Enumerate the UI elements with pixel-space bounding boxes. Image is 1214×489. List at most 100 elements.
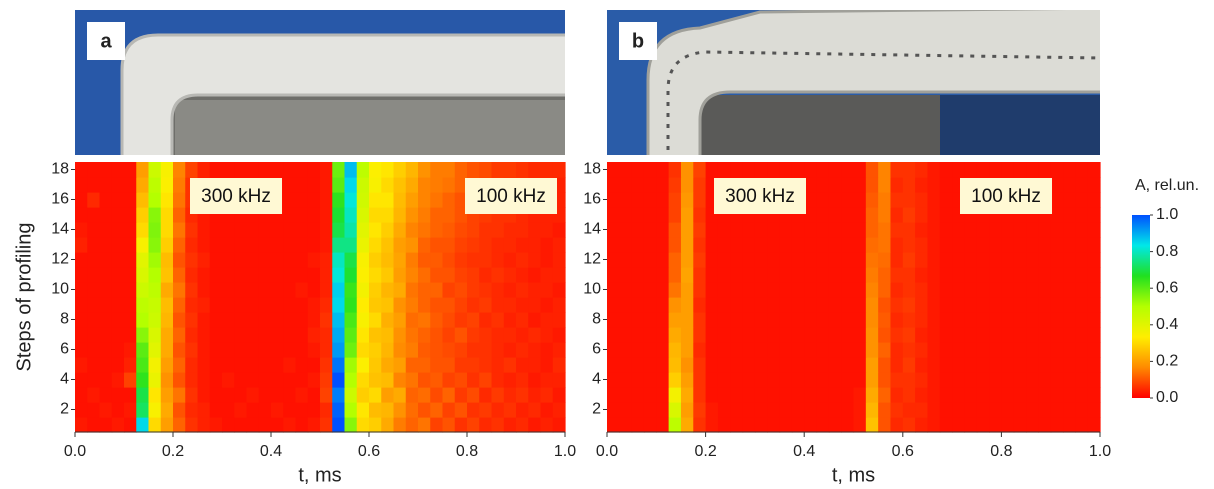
heat-cell bbox=[1013, 267, 1027, 283]
heat-cell bbox=[516, 372, 529, 388]
heat-cell bbox=[307, 177, 321, 193]
heat-cell bbox=[915, 252, 929, 268]
heat-cell bbox=[890, 192, 904, 208]
heat-cell bbox=[717, 267, 731, 283]
heat-cell bbox=[222, 372, 235, 388]
heat-cell bbox=[742, 237, 756, 253]
heat-cell bbox=[779, 282, 793, 298]
heat-cell bbox=[828, 342, 842, 358]
heat-cell bbox=[173, 252, 186, 268]
heat-cell bbox=[890, 357, 904, 373]
heat-cell bbox=[234, 402, 248, 418]
heat-cell bbox=[209, 297, 223, 313]
heat-cell bbox=[295, 222, 309, 238]
heat-cell bbox=[234, 417, 248, 433]
heat-cell bbox=[99, 222, 113, 238]
heat-cell bbox=[878, 402, 892, 418]
heat-cell bbox=[124, 237, 137, 253]
heat-cell bbox=[454, 222, 468, 238]
heat-cell bbox=[332, 237, 346, 253]
heat-cell bbox=[1038, 387, 1052, 403]
heat-cell bbox=[148, 387, 162, 403]
heat-cell bbox=[939, 312, 953, 328]
heat-cell bbox=[631, 207, 645, 223]
heat-cell bbox=[717, 162, 731, 178]
heat-cell bbox=[853, 297, 867, 313]
heat-cell bbox=[964, 222, 978, 238]
colorbar-tick-label: 0.0 bbox=[1156, 389, 1178, 406]
heat-cell bbox=[1063, 327, 1076, 343]
heat-cell bbox=[693, 312, 707, 328]
heat-cell bbox=[430, 357, 444, 373]
heat-cell bbox=[693, 252, 707, 268]
heat-cell bbox=[878, 357, 892, 373]
heat-cell bbox=[528, 282, 542, 298]
heat-cell bbox=[430, 207, 444, 223]
heat-cell bbox=[320, 417, 333, 433]
heat-cell bbox=[853, 207, 867, 223]
heat-cell bbox=[332, 372, 346, 388]
heat-cell bbox=[1075, 417, 1089, 433]
heat-cell bbox=[528, 312, 542, 328]
heat-cell bbox=[804, 312, 818, 328]
heat-cell bbox=[185, 327, 199, 343]
heat-cell bbox=[528, 342, 542, 358]
y-tick-label: 10 bbox=[51, 281, 69, 298]
heat-cell bbox=[989, 252, 1002, 268]
heat-cell bbox=[418, 417, 431, 433]
heat-cell bbox=[540, 267, 554, 283]
heat-cell bbox=[619, 252, 633, 268]
heat-cell bbox=[1087, 402, 1101, 418]
heat-cell bbox=[730, 252, 744, 268]
heat-cell bbox=[668, 417, 682, 433]
heat-cell bbox=[430, 267, 444, 283]
heat-cell bbox=[209, 162, 223, 178]
heat-cell bbox=[405, 372, 419, 388]
heat-cell bbox=[185, 237, 199, 253]
heat-cell bbox=[246, 297, 260, 313]
heat-cell bbox=[767, 357, 781, 373]
heat-cell bbox=[1075, 162, 1089, 178]
heat-cell bbox=[939, 327, 953, 343]
heat-cell bbox=[853, 417, 867, 433]
x-tick-label: 0.4 bbox=[260, 443, 282, 460]
heat-cell bbox=[356, 387, 370, 403]
heat-cell bbox=[890, 417, 904, 433]
heat-cell bbox=[222, 297, 235, 313]
heat-cell bbox=[295, 267, 309, 283]
heat-cell bbox=[124, 357, 137, 373]
heat-cell bbox=[816, 372, 830, 388]
heat-cell bbox=[381, 402, 395, 418]
heat-cell bbox=[222, 312, 235, 328]
heat-cell bbox=[754, 372, 768, 388]
heat-cell bbox=[705, 357, 719, 373]
heat-cell bbox=[136, 207, 150, 223]
heat-cell bbox=[693, 237, 707, 253]
heat-cell bbox=[344, 267, 358, 283]
heat-cell bbox=[816, 282, 830, 298]
heat-cell bbox=[1050, 327, 1064, 343]
heat-cell bbox=[791, 162, 805, 178]
heat-cell bbox=[643, 342, 657, 358]
heat-cell bbox=[607, 207, 620, 223]
heat-cell bbox=[841, 192, 855, 208]
heat-cell bbox=[528, 267, 542, 283]
heat-cell bbox=[454, 387, 468, 403]
heat-cell bbox=[890, 342, 904, 358]
heat-cell bbox=[1075, 207, 1089, 223]
heat-cell bbox=[742, 312, 756, 328]
heat-cell bbox=[816, 237, 830, 253]
colorbar-title: A, rel.un. bbox=[1135, 177, 1199, 194]
heat-cell bbox=[528, 327, 542, 343]
heat-cell bbox=[75, 177, 88, 193]
heat-cell bbox=[742, 402, 756, 418]
heat-cell bbox=[631, 252, 645, 268]
heat-cell bbox=[99, 207, 113, 223]
heat-cell bbox=[87, 312, 101, 328]
heat-cell bbox=[804, 192, 818, 208]
heat-cell bbox=[467, 357, 480, 373]
heat-cell bbox=[552, 222, 566, 238]
heat-cell bbox=[989, 417, 1002, 433]
heat-cell bbox=[717, 402, 731, 418]
heat-cell bbox=[841, 312, 855, 328]
